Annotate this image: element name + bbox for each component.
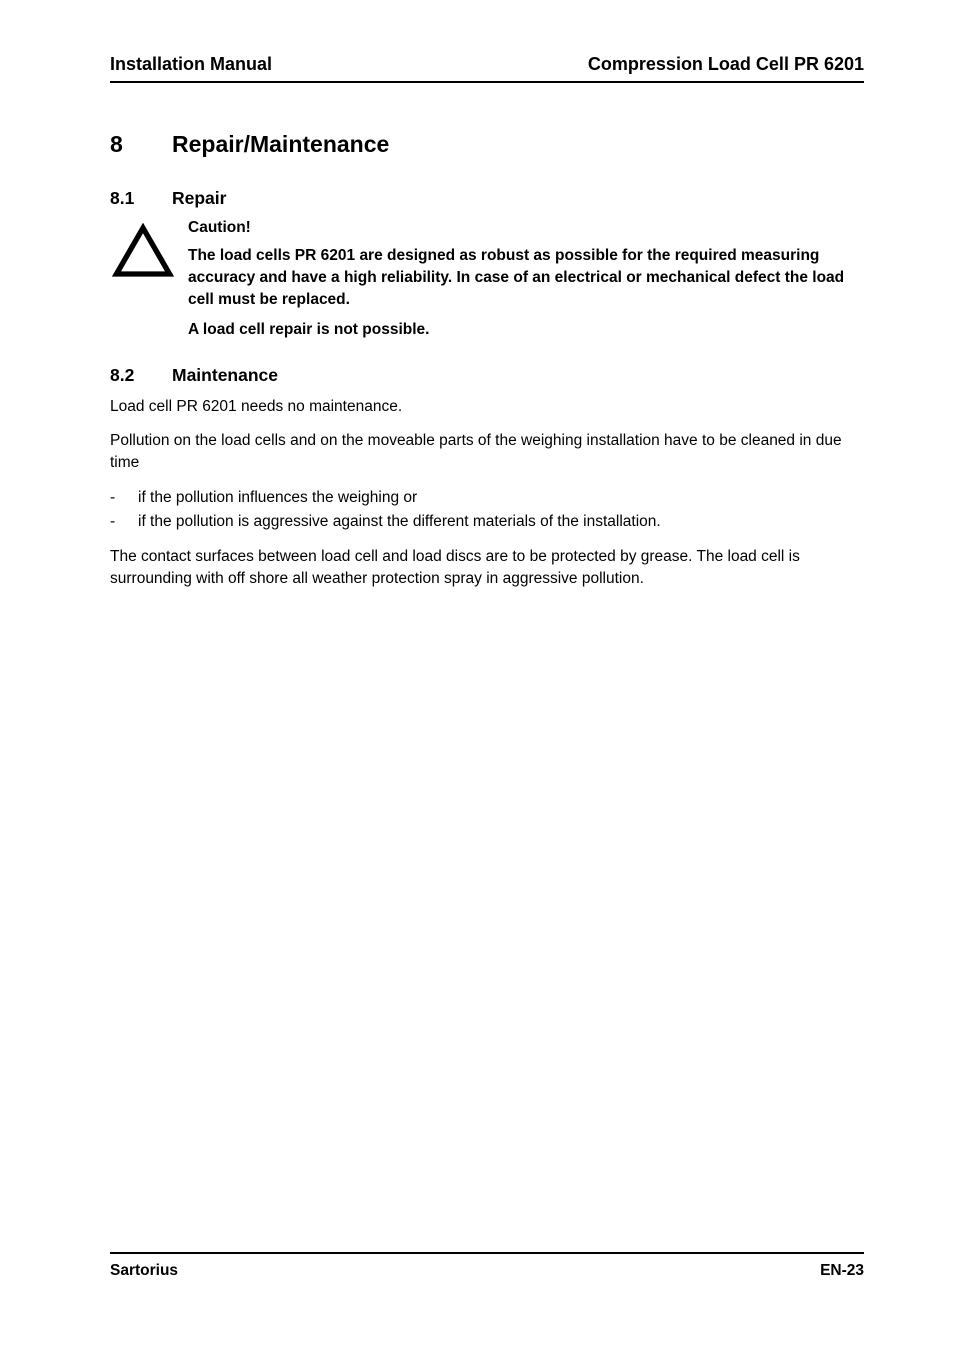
caution-text-block: Caution! The load cells PR 6201 are desi… <box>188 219 864 341</box>
subsection-82-number: 8.2 <box>110 365 172 386</box>
subsection-82-title: Maintenance <box>172 365 278 386</box>
caution-triangle-icon <box>112 223 182 284</box>
list-item: - if the pollution influences the weighi… <box>110 486 864 510</box>
caution-label: Caution! <box>188 219 864 237</box>
caution-body-1: The load cells PR 6201 are designed as r… <box>188 245 864 311</box>
list-dash: - <box>110 486 138 510</box>
list-item-text: if the pollution influences the weighing… <box>138 486 864 510</box>
section-heading: 8 Repair/Maintenance <box>110 131 864 158</box>
maintenance-list: - if the pollution influences the weighi… <box>110 486 864 534</box>
page-footer: Sartorius EN-23 <box>110 1252 864 1280</box>
page-header: Installation Manual Compression Load Cel… <box>110 54 864 83</box>
list-dash: - <box>110 510 138 534</box>
subsection-81-number: 8.1 <box>110 188 172 209</box>
subsection-82-heading: 8.2 Maintenance <box>110 365 864 386</box>
list-item-text: if the pollution is aggressive against t… <box>138 510 864 534</box>
section-number: 8 <box>110 131 172 158</box>
subsection-81-heading: 8.1 Repair <box>110 188 864 209</box>
subsection-81-title: Repair <box>172 188 226 209</box>
header-left-text: Installation Manual <box>110 54 272 75</box>
maintenance-paragraph-3: The contact surfaces between load cell a… <box>110 546 864 590</box>
list-item: - if the pollution is aggressive against… <box>110 510 864 534</box>
maintenance-paragraph-1: Load cell PR 6201 needs no maintenance. <box>110 396 864 418</box>
footer-brand: Sartorius <box>110 1262 178 1280</box>
caution-block: Caution! The load cells PR 6201 are desi… <box>110 219 864 341</box>
caution-body-2: A load cell repair is not possible. <box>188 319 864 341</box>
footer-page-number: EN-23 <box>820 1262 864 1280</box>
header-right-text: Compression Load Cell PR 6201 <box>588 54 864 75</box>
section-title: Repair/Maintenance <box>172 131 389 158</box>
maintenance-paragraph-2: Pollution on the load cells and on the m… <box>110 430 864 474</box>
